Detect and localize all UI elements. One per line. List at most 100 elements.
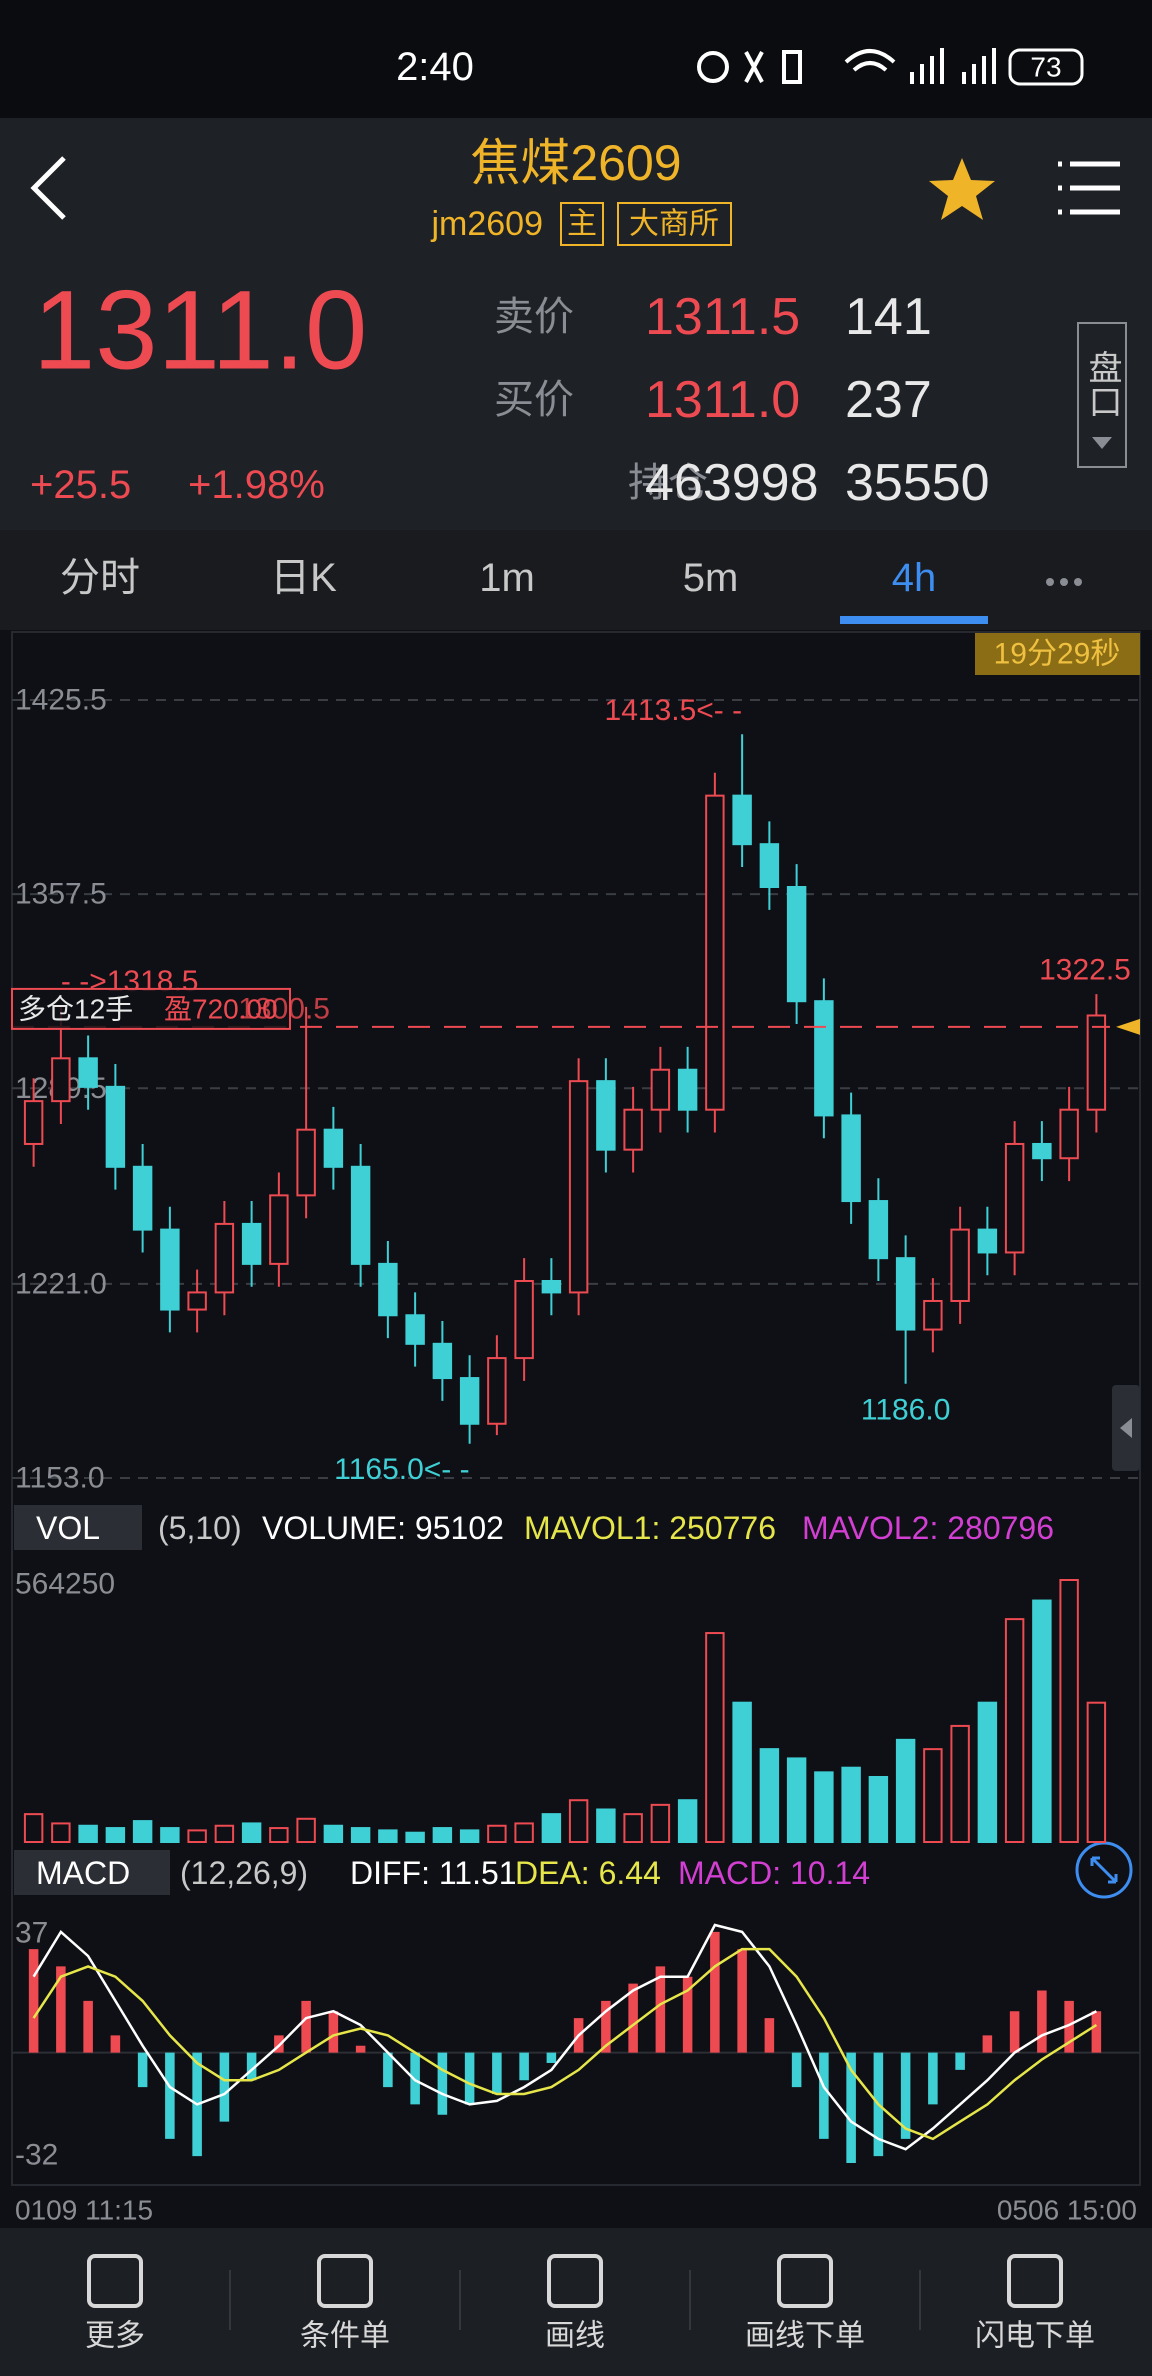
period-tab[interactable]: 4h [892,556,937,600]
quote-volume: 35550 [845,454,990,512]
macd-legend: MACD: 10.14 [678,1855,870,1891]
candle-body [923,1299,943,1331]
candle-body [78,1057,98,1088]
quote-value: 463998 [645,454,819,512]
candle-body [786,886,807,1003]
last-price: 1311.0 [33,268,367,393]
candle-body [132,1165,153,1231]
tag: 大商所 [629,208,719,241]
side-drawer-arrow [1120,1418,1132,1438]
volume-bar [977,1701,998,1844]
period-tab[interactable]: 5m [683,556,739,600]
battery-level: 73 [1030,52,1061,83]
candle-body [432,1342,453,1380]
period-tab[interactable]: 1m [479,556,535,600]
quote-value: 1311.5 [645,288,800,346]
depth-arrow [1092,437,1112,449]
macd-selector[interactable] [14,1850,170,1895]
candle-body [814,1000,834,1117]
macd-name: MACD [36,1855,130,1891]
candle-body [841,1114,861,1203]
nav-icon[interactable] [317,2254,373,2308]
price-annotation: 1413.5<- - [605,694,743,727]
clock: 2:40 [396,45,474,89]
position-profit: 盈720.00 [164,993,278,1024]
favorite-star[interactable] [929,158,995,220]
y-tick-label: 1221.0 [15,1267,107,1300]
candle-body [1086,1014,1107,1111]
candle-body [759,843,780,889]
volume-bar [1059,1579,1079,1843]
candle-body [541,1280,562,1294]
volume-bar [160,1827,180,1843]
quote-label: 卖价 [494,295,574,339]
price-change: +25.5 [30,463,131,507]
volume-bar [1004,1618,1025,1844]
diff-line [32,1923,1097,2151]
candle-body [514,1280,534,1360]
vol-selector[interactable] [14,1505,142,1550]
volume-bar [105,1827,126,1843]
candle-body [677,1068,698,1111]
price-annotation: 1186.0 [861,1393,951,1426]
back-button[interactable] [30,156,66,220]
candle-body [1032,1142,1052,1160]
candle-body [1004,1142,1025,1254]
candle-body [23,1100,44,1145]
active-tab-indicator [840,616,988,624]
volume-bar [677,1799,698,1843]
candle-body [269,1194,289,1265]
dea-line [32,1947,1098,2141]
volume-bar [78,1824,98,1843]
quote-label: 持仓 [628,461,708,505]
volume-bar [895,1738,916,1843]
y-tick-label: 1425.5 [15,684,107,717]
period-tabs: 分时 日K 1m 5m 4h [60,556,988,624]
volume-bar [459,1829,480,1844]
volume-bar [350,1827,371,1843]
candle-body [568,1080,589,1294]
volume-bar [814,1771,834,1843]
volume-bar [378,1829,398,1844]
menu-button[interactable] [1058,161,1120,215]
nav-icon[interactable] [87,2254,143,2308]
nav-icon[interactable] [547,2254,603,2308]
nav-label[interactable]: 画线 [545,2320,605,2353]
nav-label[interactable]: 闪电下单 [975,2320,1095,2353]
depth-button[interactable] [1077,322,1127,468]
candle-body [895,1257,916,1331]
nav-label[interactable]: 更多 [85,2320,145,2353]
nav-label[interactable]: 条件单 [300,2320,390,2353]
volume-bar [1086,1701,1107,1844]
x-label: 0109 11:15 [15,2195,153,2226]
vol-legend: MAVOL2: 280796 [802,1510,1054,1546]
more-tabs[interactable] [1046,578,1082,586]
volume-bar [296,1817,316,1843]
volume-bar [759,1748,780,1844]
candle-body [160,1228,180,1311]
volume-bar [214,1824,235,1843]
period-tab[interactable]: 日K [270,556,337,600]
battery [1008,48,1084,86]
x-label: 0506 15:00 [997,2195,1137,2226]
volume-bar [132,1820,153,1843]
nav-label[interactable]: 画线下单 [745,2320,865,2353]
y-tick-label: 37 [15,1917,48,1950]
chart-area [0,630,1152,2228]
vol-legend: VOLUME: 95102 [262,1510,504,1546]
volume-bar [786,1757,807,1844]
macd-legend: DIFF: 11.51 [350,1855,517,1891]
volume-bar [541,1813,562,1844]
volume-bar [650,1803,671,1844]
quote-value: 1311.0 [645,371,800,429]
volume-bar [1032,1599,1052,1844]
nav-icon[interactable] [1007,2254,1063,2308]
y-tick-label: 564250 [15,1568,115,1601]
price-change-pct: +1.98% [188,463,325,507]
nav-icon[interactable] [777,2254,833,2308]
depth-button-label[interactable]: 盘口 [1083,350,1121,418]
period-tab[interactable]: 分时 [60,556,140,600]
tag-box [617,202,732,246]
candle-body [1059,1108,1079,1160]
